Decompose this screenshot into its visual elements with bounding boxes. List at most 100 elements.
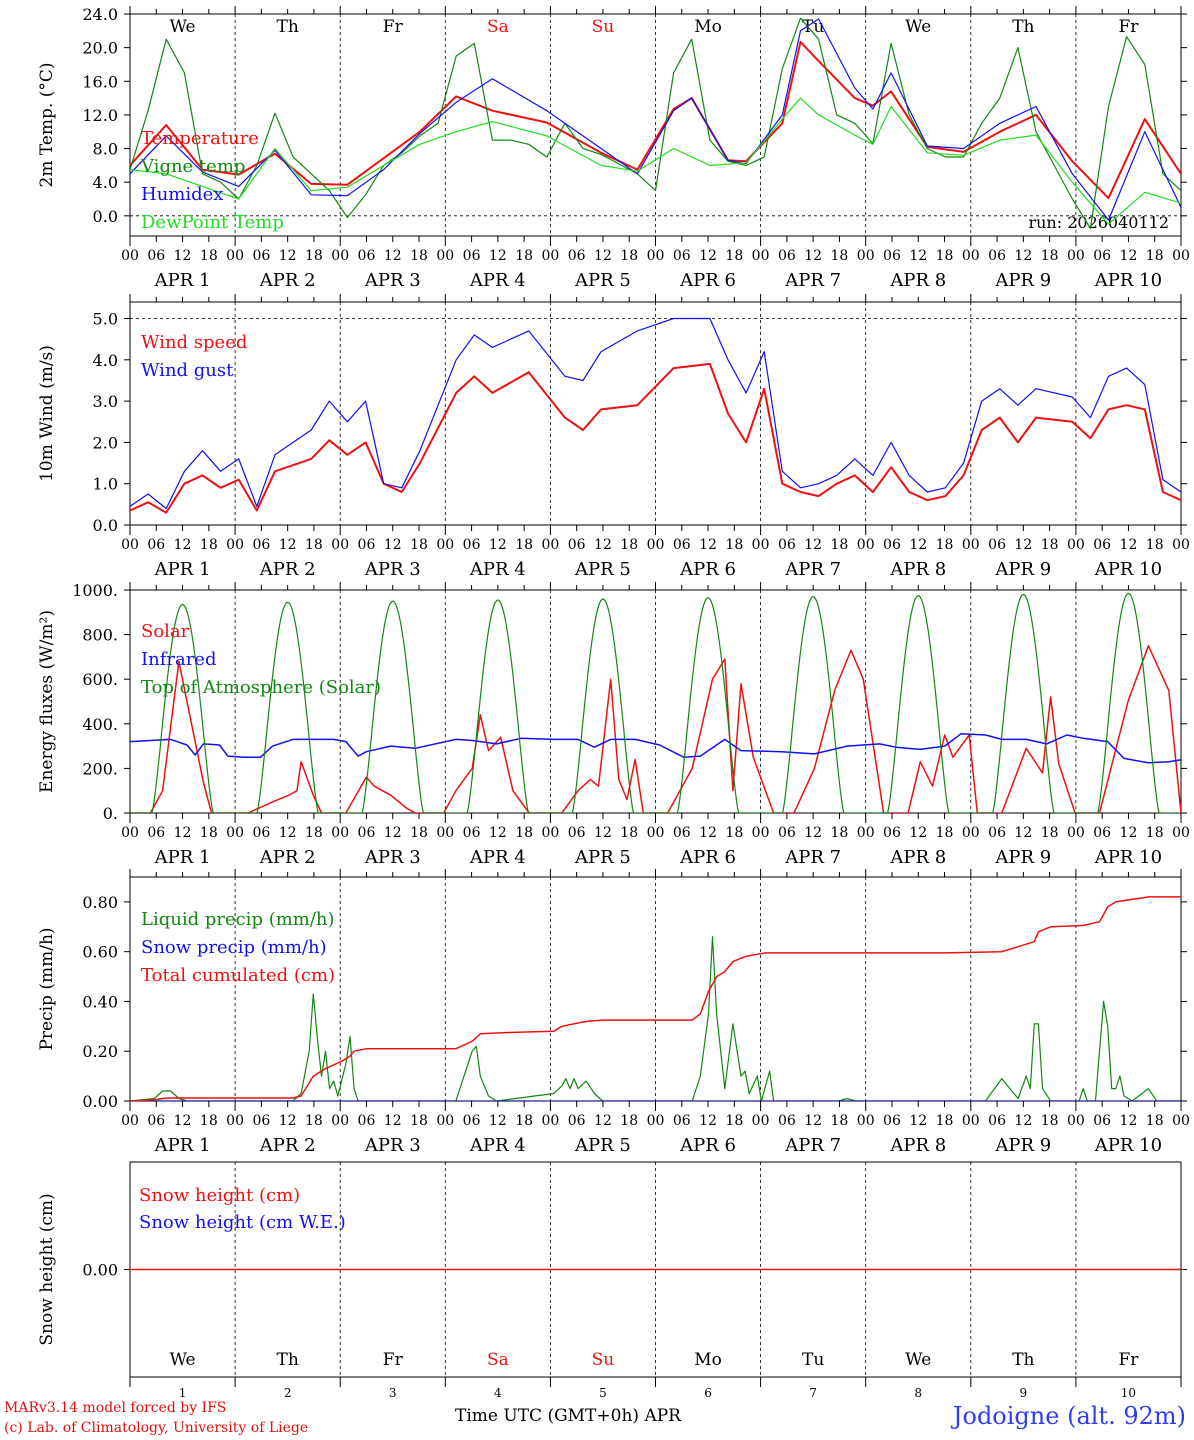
x-hour-label: 00 [1172, 1113, 1190, 1129]
x-day-label: 8 [914, 1386, 922, 1400]
x-hour-label: 00 [1067, 537, 1085, 553]
x-hour-label: 12 [1014, 248, 1032, 264]
x-hour-label: 18 [1041, 1113, 1059, 1129]
weekday-label: Sa [487, 17, 509, 37]
weekday-label: Th [277, 17, 299, 37]
x-hour-label: 00 [857, 537, 875, 553]
x-day-label: APR 6 [679, 559, 736, 580]
series-group [130, 17, 1181, 229]
x-hour-label: 12 [489, 248, 507, 264]
x-hour-label: 06 [463, 537, 481, 553]
series-line [130, 317, 1181, 510]
x-hour-label: 00 [541, 825, 559, 841]
x-day-label: APR 5 [574, 847, 631, 868]
x-hour-label: 12 [909, 825, 927, 841]
x-hour-label: 06 [673, 537, 691, 553]
x-day-label: APR 10 [1094, 1135, 1162, 1156]
x-day-label: APR 2 [259, 1135, 316, 1156]
y-tick-label: 0.0 [93, 516, 118, 535]
x-hour-label: 06 [673, 825, 691, 841]
legend-entry: Total cumulated (cm) [141, 965, 335, 986]
x-day-label: APR 3 [364, 559, 421, 580]
x-hour-label: 00 [331, 1113, 349, 1129]
x-day-label: APR 3 [364, 847, 421, 868]
weekday-label: Su [592, 1350, 615, 1370]
x-day-label: APR 1 [154, 1135, 211, 1156]
x-hour-label: 06 [673, 248, 691, 264]
x-hour-label: 18 [936, 1113, 954, 1129]
x-day-label: APR 9 [994, 270, 1051, 291]
weekday-label: We [905, 17, 931, 37]
series-line [130, 896, 1181, 1101]
weekday-label: We [169, 1350, 195, 1370]
x-day-label: APR 9 [994, 1135, 1051, 1156]
x-day-label: APR 8 [889, 270, 946, 291]
x-hour-label: 00 [331, 248, 349, 264]
y-tick-label: 4.0 [93, 351, 118, 370]
x-hour-label: 00 [1067, 248, 1085, 264]
x-hour-label: 18 [831, 825, 849, 841]
panel-precip: 0.00 0.20 0.40 0.60 0.80 Precip (mm/h) 00 06 12 1… [37, 869, 1190, 1156]
x-hour-label: 18 [515, 248, 533, 264]
x-day-label: 7 [809, 1386, 817, 1400]
y-tick-label: 1000. [72, 581, 118, 600]
x-day-label: APR 7 [784, 559, 841, 580]
x-hour-label: 00 [857, 248, 875, 264]
x-day-label: APR 3 [364, 1135, 421, 1156]
x-hour-label: 18 [200, 1113, 218, 1129]
legend-entry: Vigne temp [140, 156, 245, 177]
series-line [130, 40, 1181, 200]
x-hour-label: 18 [831, 248, 849, 264]
x-hour-label: 06 [1093, 1113, 1111, 1129]
y-tick-label: 600. [82, 670, 118, 689]
x-hour-label: 00 [541, 1113, 559, 1129]
x-hour-label: 06 [1093, 825, 1111, 841]
x-hour-label: 18 [1041, 825, 1059, 841]
x-hour-label: 00 [121, 248, 139, 264]
x-hour-label: 00 [962, 248, 980, 264]
y-axis-label: Snow height (cm) [37, 1193, 57, 1345]
x-hour-label: 00 [436, 825, 454, 841]
x-hour-label: 00 [752, 825, 770, 841]
x-day-label: APR 1 [154, 270, 211, 291]
x-hour-label: 06 [988, 537, 1006, 553]
legend-entry: Wind speed [141, 332, 247, 353]
x-hour-label: 00 [1172, 248, 1190, 264]
x-day-label: APR 2 [259, 559, 316, 580]
x-hour-label: 00 [962, 1113, 980, 1129]
x-hour-label: 12 [384, 1113, 402, 1129]
x-hour-label: 12 [279, 1113, 297, 1129]
x-day-label: APR 1 [154, 559, 211, 580]
x-hour-label: 18 [200, 825, 218, 841]
x-hour-label: 12 [1120, 248, 1138, 264]
x-hour-label: 06 [252, 537, 270, 553]
x-hour-label: 06 [463, 825, 481, 841]
x-hour-label: 00 [1172, 825, 1190, 841]
x-hour-label: 12 [174, 825, 192, 841]
weekday-label: Fr [1118, 17, 1139, 37]
y-tick-label: 200. [82, 759, 118, 778]
series-line [130, 592, 1181, 813]
x-day-label: APR 4 [469, 1135, 526, 1156]
legend-entry: Temperature [141, 128, 259, 149]
legend-entry: Solar [141, 621, 190, 642]
x-hour-label: 12 [279, 248, 297, 264]
x-day-label: APR 3 [364, 270, 421, 291]
series-line [130, 362, 1181, 514]
x-hour-label: 18 [305, 537, 323, 553]
x-hour-label: 06 [252, 248, 270, 264]
x-hour-label: 12 [489, 1113, 507, 1129]
x-hour-label: 12 [804, 248, 822, 264]
x-hour-label: 18 [725, 825, 743, 841]
x-hour-label: 00 [857, 1113, 875, 1129]
x-day-label: 5 [599, 1386, 607, 1400]
x-hour-label: 18 [1146, 825, 1164, 841]
x-day-label: APR 4 [469, 270, 526, 291]
x-hour-label: 06 [778, 248, 796, 264]
x-day-label: APR 5 [574, 559, 631, 580]
x-hour-label: 00 [331, 825, 349, 841]
x-hour-label: 06 [252, 825, 270, 841]
x-hour-label: 18 [936, 248, 954, 264]
weekday-label: We [905, 1350, 931, 1370]
